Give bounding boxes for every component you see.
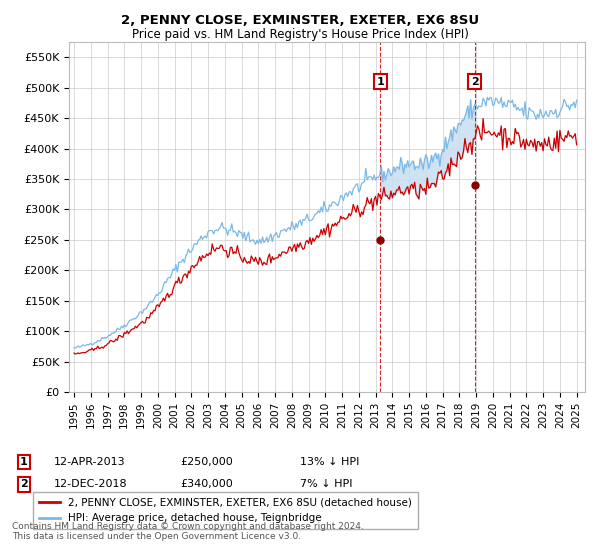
Text: Contains HM Land Registry data © Crown copyright and database right 2024.
This d: Contains HM Land Registry data © Crown c… [12,522,364,542]
Text: £340,000: £340,000 [180,479,233,489]
Text: 1: 1 [376,77,384,87]
Text: Price paid vs. HM Land Registry's House Price Index (HPI): Price paid vs. HM Land Registry's House … [131,28,469,41]
Text: 2: 2 [20,479,28,489]
Text: 7% ↓ HPI: 7% ↓ HPI [300,479,353,489]
Text: 1: 1 [20,457,28,467]
Text: 2: 2 [471,77,479,87]
Text: 2, PENNY CLOSE, EXMINSTER, EXETER, EX6 8SU: 2, PENNY CLOSE, EXMINSTER, EXETER, EX6 8… [121,14,479,27]
Text: 12-APR-2013: 12-APR-2013 [54,457,125,467]
Text: 13% ↓ HPI: 13% ↓ HPI [300,457,359,467]
Text: £250,000: £250,000 [180,457,233,467]
Text: 12-DEC-2018: 12-DEC-2018 [54,479,128,489]
Legend: 2, PENNY CLOSE, EXMINSTER, EXETER, EX6 8SU (detached house), HPI: Average price,: 2, PENNY CLOSE, EXMINSTER, EXETER, EX6 8… [33,492,418,529]
